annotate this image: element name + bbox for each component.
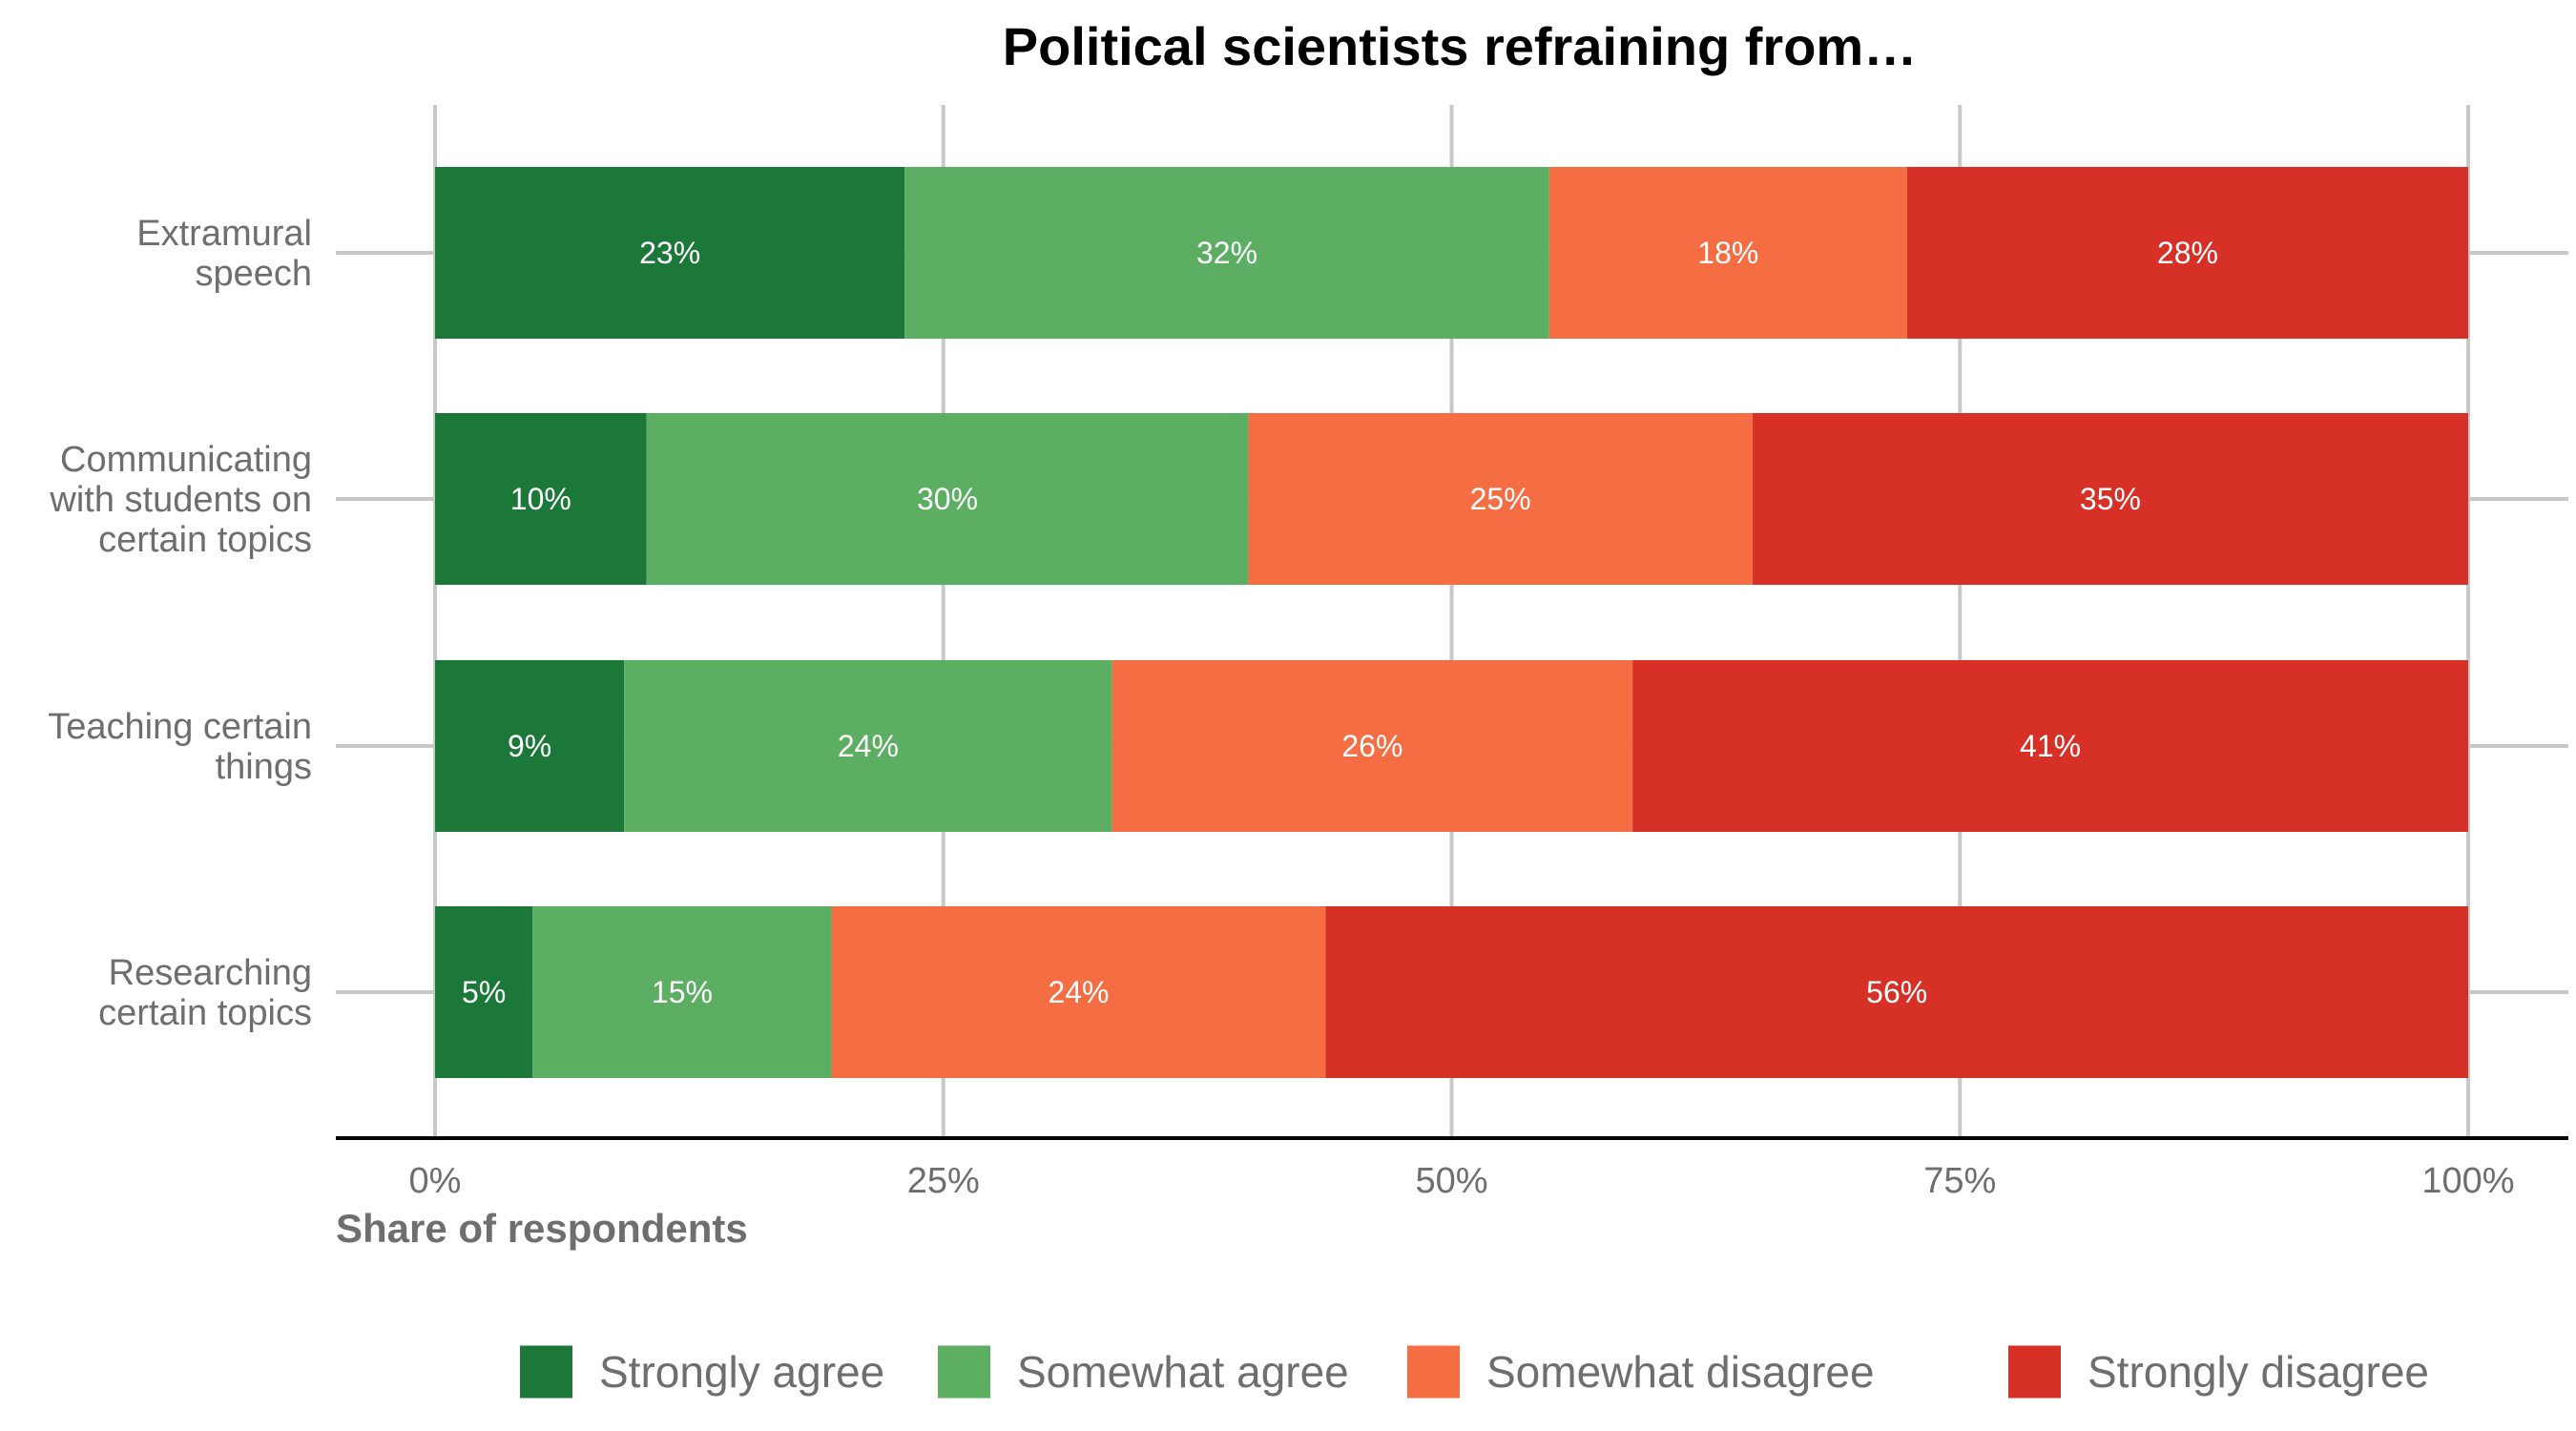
- data-label: 32%: [1196, 236, 1257, 270]
- legend-swatch: [1407, 1345, 1460, 1399]
- bar-segment: [624, 660, 1112, 832]
- category-label: Extramural: [136, 214, 312, 254]
- category-label: certain topics: [98, 993, 312, 1033]
- data-label: 24%: [838, 729, 899, 763]
- bar-segment: [435, 906, 533, 1078]
- category-label: certain topics: [98, 520, 312, 560]
- data-label: 41%: [2020, 729, 2081, 763]
- x-axis: 0% 25% 50% 75% 100%: [336, 1136, 2568, 1201]
- bar-segment: [1906, 167, 2468, 339]
- data-label: 56%: [1866, 975, 1927, 1009]
- legend-swatch: [938, 1345, 990, 1399]
- bar-segment: [1248, 413, 1753, 585]
- data-label: 5%: [462, 975, 506, 1009]
- category-label: things: [216, 747, 312, 787]
- x-tick-label: 0%: [409, 1161, 462, 1201]
- legend-label: Somewhat disagree: [1486, 1347, 1875, 1397]
- bar-segment: [646, 413, 1249, 585]
- data-label: 28%: [2157, 236, 2218, 270]
- x-tick-label: 50%: [1415, 1161, 1487, 1201]
- data-label: 24%: [1048, 975, 1109, 1009]
- data-label: 15%: [652, 975, 713, 1009]
- bars: 23% 32% 18% 28% 10% 30% 25% 35% 9% 24% 26% 41% 5% 15%…: [435, 167, 2468, 1078]
- bar-segment: [435, 167, 905, 339]
- chart-title: Political scientists refraining from…: [1003, 16, 1917, 76]
- x-axis-title: Share of respondents: [336, 1206, 748, 1251]
- category-label: speech: [195, 254, 312, 294]
- data-label: 9%: [508, 729, 551, 763]
- legend-label: Somewhat agree: [1017, 1347, 1349, 1397]
- data-label: 10%: [510, 482, 571, 516]
- bar-segment: [1632, 660, 2468, 832]
- bar-segment: [532, 906, 832, 1078]
- data-label: 25%: [1470, 482, 1531, 516]
- bar-segment: [831, 906, 1326, 1078]
- data-label: 35%: [2080, 482, 2141, 516]
- data-label: 30%: [917, 482, 978, 516]
- legend-label: Strongly disagree: [2088, 1347, 2429, 1397]
- category-label: Researching: [109, 953, 312, 993]
- x-tick-label: 100%: [2421, 1161, 2514, 1201]
- data-label: 26%: [1341, 729, 1402, 763]
- bar-segment: [904, 167, 1549, 339]
- bar-segment: [435, 660, 625, 832]
- category-label: with students on: [49, 480, 312, 520]
- bar-segment: [435, 413, 647, 585]
- category-label: Communicating: [60, 440, 312, 480]
- x-tick-label: 25%: [907, 1161, 980, 1201]
- bar-segment: [1111, 660, 1633, 832]
- bar-segment: [1548, 167, 1907, 339]
- x-tick-label: 75%: [1923, 1161, 1996, 1201]
- legend-swatch: [520, 1345, 572, 1399]
- legend: Strongly agree Somewhat agree Somewhat dis…: [520, 1345, 2429, 1399]
- legend-swatch: [2008, 1345, 2061, 1399]
- category-label: Teaching certain: [48, 707, 312, 747]
- legend-label: Strongly agree: [599, 1347, 884, 1397]
- data-label: 23%: [639, 236, 700, 270]
- data-label: 18%: [1697, 236, 1758, 270]
- bar-segment: [1325, 906, 2468, 1078]
- bar-segment: [1752, 413, 2468, 585]
